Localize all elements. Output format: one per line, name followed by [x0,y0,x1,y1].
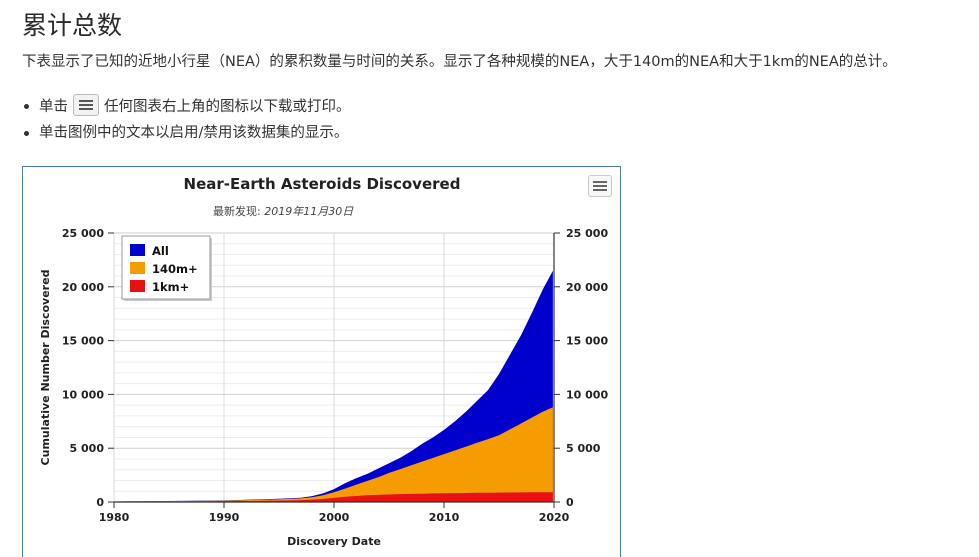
list-item: 单击 任何图表右上角的图标以下载或打印。 [22,94,351,121]
chart-container: 0 0 5 000 5 000 10 000 10 000 15 000 15 000 20 0… [22,166,621,557]
legend-swatch[interactable] [130,244,145,256]
y-tick-label: 20 000 [62,281,104,294]
chart-title: Near-Earth Asteroids Discovered [184,175,461,193]
x-tick-label: 1990 [209,511,240,524]
y-tick-label-right: 15 000 [566,335,608,348]
chart-subtitle: 最新发现: 2019年11月30日 [213,204,354,218]
legend-item-all[interactable]: All [152,244,169,258]
legend-item-140m[interactable]: 140m+ [152,262,198,276]
y-tick-label: 15 000 [62,335,104,348]
bullet-text-before: 单击 [39,99,68,115]
y-tick-label-right: 10 000 [566,388,608,401]
asteroid-chart: 0 0 5 000 5 000 10 000 10 000 15 000 15 000 20 0… [39,175,608,548]
y-tick-label: 5 000 [70,442,105,455]
x-tick-label: 2010 [429,511,460,524]
series-area-1km [114,492,553,502]
x-tick-label: 1980 [99,511,130,524]
bullet-text-after: 任何图表右上角的图标以下载或打印。 [104,99,351,115]
x-tick-label: 2020 [539,511,570,524]
page-title: 累计总数 [22,11,123,40]
y-axis-title: Cumulative Number Discovered [39,270,52,466]
list-item: 单击图例中的文本以启用/禁用该数据集的显示。 [22,121,351,148]
y-tick-label: 0 [96,496,104,509]
legend-item-1km[interactable]: 1km+ [152,280,189,294]
legend-swatch[interactable] [130,280,145,292]
y-tick-label-right: 25 000 [566,227,608,240]
legend-swatch[interactable] [130,262,145,274]
intro-paragraph: 下表显示了已知的近地小行星（NEA）的累积数量与时间的关系。显示了各种规模的NE… [22,54,897,70]
series-area-all [114,270,553,502]
chart-context-menu-button[interactable] [588,175,612,197]
subtitle-date: 2019年11月30日 [264,205,354,218]
y-tick-label-right: 5 000 [566,442,601,455]
y-tick-label: 10 000 [62,388,104,401]
series-area-140m [114,407,553,502]
subtitle-label: 最新发现: [213,204,264,218]
y-tick-label-right: 20 000 [566,281,608,294]
bullet-text: 单击图例中的文本以启用/禁用该数据集的显示。 [39,125,349,141]
instruction-list: 单击 任何图表右上角的图标以下载或打印。 单击图例中的文本以启用/禁用该数据集的显… [22,94,351,148]
y-tick-label-right: 0 [566,496,574,509]
hamburger-menu-icon [73,94,99,116]
y-tick-label: 25 000 [62,227,104,240]
x-axis-title: Discovery Date [287,535,381,548]
x-tick-label: 2000 [319,511,350,524]
